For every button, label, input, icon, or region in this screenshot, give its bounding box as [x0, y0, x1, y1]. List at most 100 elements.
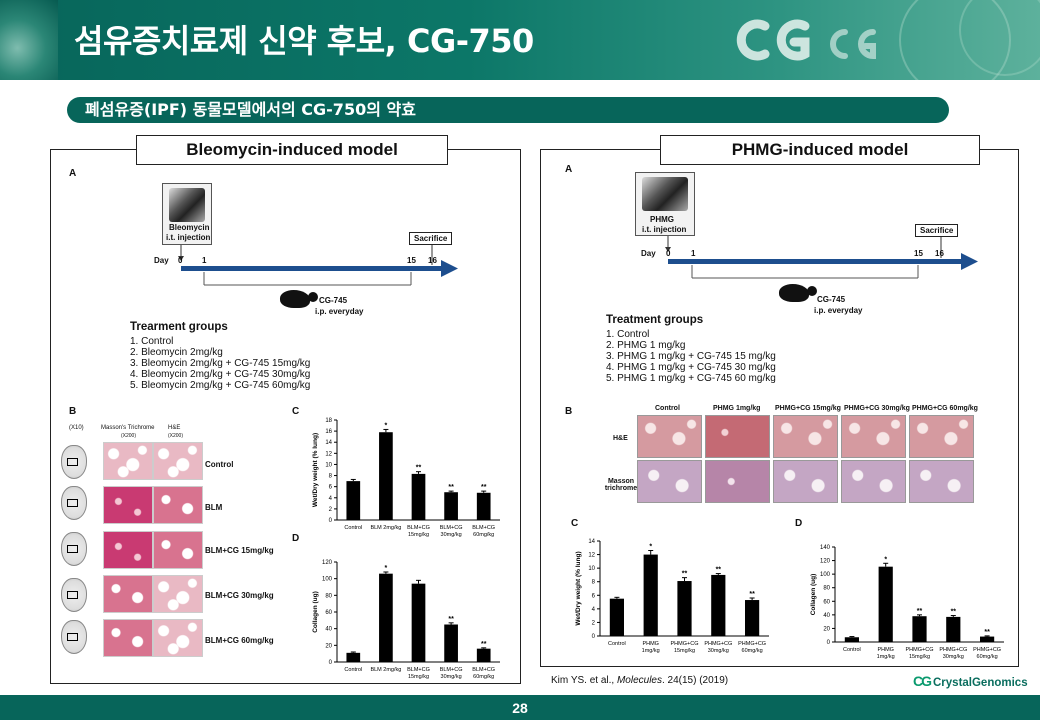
y-tick-label: 60 [823, 599, 830, 605]
he-image [153, 486, 203, 524]
x-tick-label: BLM 2mg/kg [370, 525, 401, 531]
y-tick-label: 20 [325, 643, 332, 649]
group-item: 5. PHMG 1 mg/kg + CG-745 60 mg/kg [606, 373, 776, 384]
lung-overview [61, 486, 87, 520]
injection-route-text: i.t. injection [642, 225, 687, 234]
x-tick-label: PHMG [642, 641, 659, 647]
mouse-injection-photo [169, 188, 205, 222]
y-tick-label: 14 [325, 440, 332, 446]
footer-bar: 28 [0, 695, 1040, 720]
company-logo: CG CrystalGenomics [913, 673, 1028, 689]
page-title: 섬유증치료제 신약 후보, CG-750 [74, 22, 534, 60]
x-tick-label: Control [344, 525, 362, 531]
histo-col-header: PHMG+CG 15mg/kg [775, 405, 841, 412]
group-item: 5. Bleomycin 2mg/kg + CG-745 60mg/kg [130, 380, 311, 391]
injection-box: PHMG i.t. injection [635, 172, 695, 236]
x-tick-label: 30mg/kg [943, 654, 964, 660]
histology-row-label: BLM [205, 503, 223, 512]
bar [643, 554, 658, 636]
treatment-groups: Treatment groups 1. Control 2. PHMG 1 mg… [606, 314, 776, 384]
treatment-groups-title: Trearment groups [130, 321, 228, 333]
group-item: 2. Bleomycin 2mg/kg [130, 347, 223, 358]
y-axis-title: Collagen (ug) [810, 574, 817, 616]
histo-col-header: Control [655, 405, 680, 412]
phmg-panel-title: PHMG-induced model [660, 135, 980, 165]
bar [379, 432, 393, 520]
bar [946, 616, 961, 642]
significance-mark: ** [448, 484, 454, 491]
y-tick-label: 140 [820, 545, 831, 551]
group-item: 3. Bleomycin 2mg/kg + CG-745 15mg/kg [130, 358, 311, 369]
y-tick-label: 8 [329, 474, 333, 480]
figure-label-b: B [69, 406, 77, 417]
histo-row-label: Masson trichrome [604, 478, 638, 492]
phmg-timeline [665, 236, 978, 279]
x-tick-label: 60mg/kg [473, 532, 494, 538]
x-tick-label: 1mg/kg [877, 654, 895, 660]
y-tick-label: 80 [325, 593, 332, 599]
bar [346, 652, 361, 662]
x-tick-label: 15mg/kg [674, 648, 695, 654]
subtitle-banner: 폐섬유증(IPF) 동물모델에서의 CG-750의 약효 [67, 97, 949, 123]
citation-authors: Kim YS. et al., [551, 675, 617, 686]
y-tick-label: 12 [588, 553, 595, 559]
significance-mark: ** [416, 465, 422, 472]
he-image [705, 415, 770, 458]
y-tick-label: 0 [592, 634, 596, 640]
bar [346, 481, 361, 520]
bar [878, 566, 893, 642]
figure-label-d: D [292, 533, 300, 544]
drug-route: i.p. everyday [315, 307, 364, 316]
bar [844, 637, 859, 642]
x-tick-label: BLM+CG [440, 667, 463, 673]
he-magnification: (X200) [168, 433, 184, 439]
histology-row-label: BLM+CG 15mg/kg [205, 546, 274, 555]
injection-route-text: i.t. injection [166, 233, 211, 242]
histo-col-header: PHMG+CG 30mg/kg [844, 405, 910, 412]
y-tick-label: 80 [823, 586, 830, 592]
significance-mark: ** [448, 616, 454, 623]
mouse-injection-photo [642, 177, 688, 211]
y-tick-label: 16 [325, 429, 332, 435]
bar [444, 492, 458, 520]
y-tick-label: 4 [329, 496, 333, 502]
y-tick-label: 10 [588, 566, 595, 572]
y-tick-label: 0 [329, 518, 333, 524]
y-tick-label: 6 [329, 485, 333, 491]
y-tick-label: 40 [325, 627, 332, 633]
injection-drug-text: Bleomycin [169, 223, 210, 232]
cg-logo-watermark [736, 0, 1040, 80]
drug-name: CG-745 [817, 295, 846, 304]
masson-column-header: Masson's Trichrome [101, 425, 155, 431]
x-tick-label: 60mg/kg [742, 648, 763, 654]
phmg-panel: PHMG-induced model A PHMG i.t. injection… [540, 135, 1019, 667]
y-tick-label: 120 [322, 560, 333, 566]
y-tick-label: 2 [592, 620, 596, 626]
x-tick-label: 15mg/kg [909, 654, 930, 660]
masson-image [103, 531, 153, 569]
day-1: 1 [691, 249, 696, 258]
significance-mark: ** [716, 567, 722, 574]
bleomycin-timeline [178, 245, 458, 286]
masson-image [909, 460, 974, 503]
he-image [773, 415, 838, 458]
collagen-chart: 0 20 40 60 80 100 120 Collagen (ug) Control * BLM … [312, 560, 500, 680]
masson-magnification: (X200) [121, 433, 137, 439]
x-tick-label: BLM 2mg/kg [370, 667, 401, 673]
x-tick-label: PHMG+CG [704, 641, 732, 647]
x-tick-label: PHMG+CG [939, 647, 967, 653]
injection-drug-text: PHMG [650, 215, 674, 224]
histo-col-header: PHMG+CG 60mg/kg [912, 405, 978, 412]
bar [444, 624, 458, 662]
y-tick-label: 20 [823, 626, 830, 632]
masson-image [103, 486, 153, 524]
he-image [841, 415, 906, 458]
y-tick-label: 8 [592, 580, 596, 586]
bar [677, 581, 692, 636]
y-tick-label: 18 [325, 418, 332, 424]
y-tick-label: 10 [325, 462, 332, 468]
lung-overview [61, 578, 87, 612]
he-image [153, 442, 203, 480]
significance-mark: * [649, 544, 652, 551]
x-tick-label: PHMG+CG [973, 647, 1001, 653]
